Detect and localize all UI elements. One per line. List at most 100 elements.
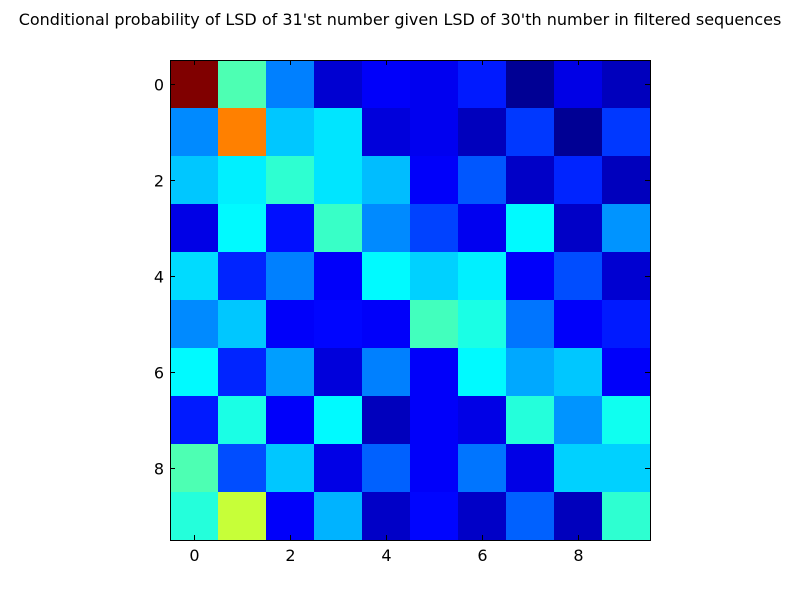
heatmap-cell-r6-c0	[170, 348, 219, 397]
heatmap-cell-r6-c4	[362, 348, 411, 397]
y-tick-label-0: 0	[154, 76, 164, 95]
heatmap-cell-r4-c1	[218, 252, 267, 301]
heatmap-cell-r1-c2	[266, 108, 315, 157]
heatmap-cell-r6-c1	[218, 348, 267, 397]
heatmap-cell-r5-c8	[554, 300, 603, 349]
heatmap-cell-r1-c4	[362, 108, 411, 157]
heatmap-cell-r4-c5	[410, 252, 459, 301]
heatmap-cell-r1-c8	[554, 108, 603, 157]
heatmap-cell-r5-c2	[266, 300, 315, 349]
heatmap-cell-r0-c6	[458, 60, 507, 109]
heatmap-cell-r3-c5	[410, 204, 459, 253]
y-tick-label-8: 8	[154, 460, 164, 479]
heatmap-cell-r5-c1	[218, 300, 267, 349]
heatmap-cell-r0-c2	[266, 60, 315, 109]
heatmap-cell-r0-c0	[170, 60, 219, 109]
heatmap-cell-r1-c5	[410, 108, 459, 157]
axis-tick-labels: 0 2 4 6 8 0 2 4 6 8	[154, 76, 584, 566]
heatmap-cell-r2-c4	[362, 156, 411, 205]
heatmap-cell-r7-c1	[218, 396, 267, 445]
heatmap-cell-r3-c3	[314, 204, 363, 253]
heatmap-cell-r8-c1	[218, 444, 267, 493]
heatmap-cell-r7-c4	[362, 396, 411, 445]
heatmap-cell-r4-c2	[266, 252, 315, 301]
heatmap-cell-r6-c6	[458, 348, 507, 397]
heatmap-cell-r2-c1	[218, 156, 267, 205]
heatmap-cell-r7-c0	[170, 396, 219, 445]
heatmap-cell-r4-c4	[362, 252, 411, 301]
heatmap-cell-r4-c7	[506, 252, 555, 301]
heatmap-cell-r2-c7	[506, 156, 555, 205]
heatmap-cell-r7-c8	[554, 396, 603, 445]
heatmap-cell-r2-c3	[314, 156, 363, 205]
heatmap-cell-r8-c6	[458, 444, 507, 493]
heatmap-cell-r6-c5	[410, 348, 459, 397]
heatmap-cell-r2-c0	[170, 156, 219, 205]
heatmap-cell-r4-c0	[170, 252, 219, 301]
heatmap-cell-r9-c9	[602, 492, 651, 541]
heatmap-cell-r5-c6	[458, 300, 507, 349]
heatmap-cell-r8-c0	[170, 444, 219, 493]
heatmap-cell-r9-c3	[314, 492, 363, 541]
heatmap-cell-r9-c7	[506, 492, 555, 541]
y-tick-label-4: 4	[154, 268, 164, 287]
heatmap-cell-r0-c8	[554, 60, 603, 109]
heatmap-cell-r3-c0	[170, 204, 219, 253]
axis-ticks	[170, 60, 650, 540]
heatmap-cell-r2-c2	[266, 156, 315, 205]
y-tick-label-2: 2	[154, 172, 164, 191]
heatmap-cell-r3-c1	[218, 204, 267, 253]
heatmap-cell-r6-c8	[554, 348, 603, 397]
heatmap-cell-r7-c5	[410, 396, 459, 445]
heatmap-cell-r7-c3	[314, 396, 363, 445]
heatmap-cell-r5-c7	[506, 300, 555, 349]
heatmap-cell-r2-c9	[602, 156, 651, 205]
y-tick-label-6: 6	[154, 364, 164, 383]
heatmap-cell-r8-c9	[602, 444, 651, 493]
heatmap-cell-r1-c3	[314, 108, 363, 157]
heatmap-cell-r1-c9	[602, 108, 651, 157]
heatmap-cell-r3-c6	[458, 204, 507, 253]
heatmap-cell-r4-c6	[458, 252, 507, 301]
heatmap-cell-r0-c4	[362, 60, 411, 109]
x-tick-label-8: 8	[573, 546, 583, 565]
heatmap-cell-r3-c4	[362, 204, 411, 253]
heatmap-cell-r7-c7	[506, 396, 555, 445]
heatmap-cell-r1-c6	[458, 108, 507, 157]
x-tick-label-4: 4	[381, 546, 391, 565]
plot-frame	[170, 60, 651, 541]
heatmap-cell-r2-c5	[410, 156, 459, 205]
heatmap-cell-r0-c5	[410, 60, 459, 109]
heatmap-cell-r8-c7	[506, 444, 555, 493]
heatmap-cell-r4-c8	[554, 252, 603, 301]
heatmap-cell-r9-c2	[266, 492, 315, 541]
heatmap-cell-r9-c5	[410, 492, 459, 541]
heatmap-cell-r6-c9	[602, 348, 651, 397]
heatmap-cell-r6-c2	[266, 348, 315, 397]
x-tick-label-6: 6	[477, 546, 487, 565]
heatmap-cell-r0-c1	[218, 60, 267, 109]
heatmap-cell-r9-c0	[170, 492, 219, 541]
heatmap-cell-r3-c9	[602, 204, 651, 253]
heatmap-cell-r2-c8	[554, 156, 603, 205]
heatmap-cell-r1-c7	[506, 108, 555, 157]
heatmap-cell-r5-c4	[362, 300, 411, 349]
chart-title: Conditional probability of LSD of 31'st …	[18, 10, 782, 29]
heatmap-cell-r4-c3	[314, 252, 363, 301]
heatmap-cell-r5-c5	[410, 300, 459, 349]
heatmap-cell-r8-c2	[266, 444, 315, 493]
heatmap-cell-r9-c6	[458, 492, 507, 541]
heatmap-cell-r0-c7	[506, 60, 555, 109]
heatmap-cell-r6-c7	[506, 348, 555, 397]
heatmap-cell-r7-c2	[266, 396, 315, 445]
heatmap-cell-r9-c4	[362, 492, 411, 541]
heatmap-cell-r1-c0	[170, 108, 219, 157]
heatmap-cell-r3-c7	[506, 204, 555, 253]
heatmap-cell-r8-c5	[410, 444, 459, 493]
heatmap-cell-r8-c8	[554, 444, 603, 493]
x-tick-label-2: 2	[285, 546, 295, 565]
heatmap-cell-r3-c2	[266, 204, 315, 253]
heatmap-cell-r5-c9	[602, 300, 651, 349]
heatmap-cell-r6-c3	[314, 348, 363, 397]
